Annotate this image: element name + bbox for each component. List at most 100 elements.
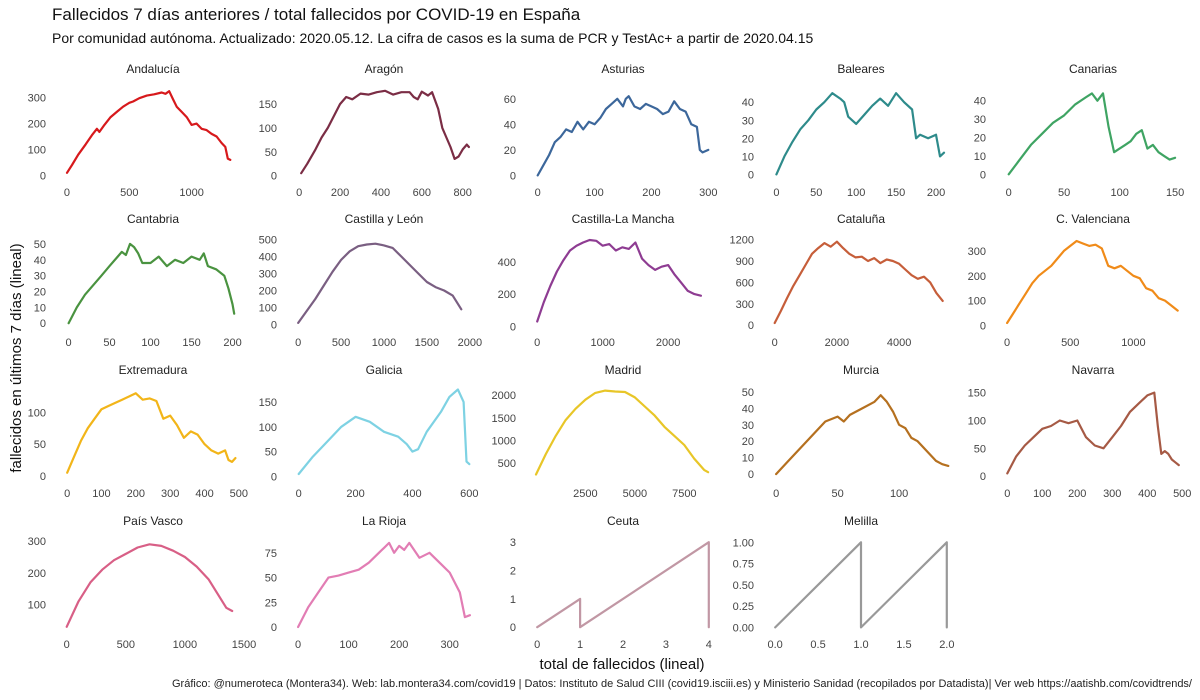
series-line-melilla	[774, 541, 948, 629]
panel-asturias: Asturias 0 100 200 300 0 20 40 60	[504, 62, 718, 199]
x-tick-label: 200	[346, 488, 364, 500]
panel-ceuta: Ceuta 0 1 2 3 4 0 1 2 3	[510, 514, 712, 651]
series-line-aragon	[300, 89, 470, 175]
panel-title: Asturias	[601, 62, 644, 76]
y-tick-label: 0	[271, 320, 277, 332]
panel-extremadura: Extremadura 0 100 200 300 400 500 0 50 100	[28, 363, 248, 500]
x-tick-label: 100	[339, 639, 357, 651]
y-tick-label: 40	[742, 97, 754, 109]
x-tick-label: 800	[454, 187, 472, 199]
x-tick-label: 0	[534, 639, 540, 651]
panel-title: Andalucía	[126, 62, 180, 76]
y-tick-label: 100	[259, 123, 277, 135]
panel-title: C. Valenciana	[1056, 212, 1130, 226]
y-tick-label: 0	[40, 170, 46, 182]
x-tick-label: 1500	[415, 337, 439, 349]
x-tick-label: 0	[65, 337, 71, 349]
series-line-castilla-la-mancha	[536, 238, 703, 323]
panel-title: Navarra	[1072, 363, 1115, 377]
y-tick-label: 40	[34, 255, 46, 267]
x-tick-label: 400	[1138, 488, 1156, 500]
x-tick-label: 500	[1061, 337, 1079, 349]
x-tick-label: 500	[230, 488, 248, 500]
x-tick-label: 300	[1103, 488, 1121, 500]
series-line-pais-vasco	[65, 543, 234, 628]
series-line-madrid	[534, 389, 710, 476]
y-tick-label: 100	[968, 415, 986, 427]
y-tick-label: 0	[40, 471, 46, 483]
y-tick-label: 300	[259, 268, 277, 280]
y-tick-label: 300	[968, 246, 986, 258]
panel-c-valenciana: C. Valenciana 0 500 1000 0 100 200 300	[968, 212, 1179, 349]
panel-andalucia: Andalucía 0 500 1000 0 100 200 300	[28, 62, 232, 199]
y-tick-label: 900	[736, 256, 754, 268]
series-line-andalucia	[65, 90, 232, 174]
x-tick-label: 0	[296, 488, 302, 500]
y-tick-label: 0	[748, 469, 754, 481]
y-tick-label: 400	[498, 257, 516, 269]
panel-aragon: Aragón 0 200 400 600 800 0 50 100 150	[259, 62, 472, 199]
y-tick-label: 1.00	[733, 537, 754, 549]
x-tick-label: 200	[127, 488, 145, 500]
x-tick-label: 100	[92, 488, 110, 500]
y-tick-label: 200	[498, 289, 516, 301]
panel-title: Galicia	[366, 363, 403, 377]
x-tick-label: 1.5	[896, 639, 911, 651]
y-tick-label: 0.75	[733, 559, 754, 571]
x-tick-label: 400	[195, 488, 213, 500]
x-tick-label: 0	[772, 337, 778, 349]
y-tick-label: 150	[968, 388, 986, 400]
y-tick-label: 40	[504, 119, 516, 131]
x-tick-label: 50	[1058, 187, 1070, 199]
y-tick-label: 300	[28, 93, 46, 105]
y-tick-label: 1200	[730, 235, 754, 247]
y-tick-label: 100	[28, 144, 46, 156]
y-tick-label: 200	[28, 568, 46, 580]
x-tick-label: 0	[1006, 187, 1012, 199]
y-tick-label: 50	[974, 443, 986, 455]
y-tick-label: 50	[265, 147, 277, 159]
y-tick-label: 50	[34, 439, 46, 451]
panel-title: Cataluña	[837, 212, 885, 226]
panel-murcia: Murcia 0 50 100 0 10 20 30 40 50	[742, 363, 950, 500]
x-axis-label: total de fallecidos (lineal)	[539, 656, 704, 673]
source-caption: Gráfico: @numeroteca (Montera34). Web: l…	[172, 678, 1192, 690]
panel-title: Canarias	[1069, 62, 1117, 76]
panel-title: Murcia	[843, 363, 879, 377]
panel-navarra: Navarra 0 100 200 300 400 500 0 50 100 150	[968, 363, 1192, 500]
y-tick-label: 40	[742, 403, 754, 415]
x-tick-label: 1000	[179, 187, 203, 199]
x-tick-label: 200	[642, 187, 660, 199]
panel-melilla: Melilla 0.0 0.5 1.0 1.5 2.0 0.00 0.25 0.50 0.75 1.…	[733, 514, 955, 651]
panel-castilla-y-leon: Castilla y León 0 500 1000 1500 2000 0 100 200 30…	[259, 212, 482, 349]
chart-subtitle: Por comunidad autónoma. Actualizado: 202…	[52, 30, 814, 46]
x-tick-label: 2500	[573, 488, 597, 500]
x-tick-label: 0	[1004, 488, 1010, 500]
y-tick-label: 50	[742, 387, 754, 399]
x-tick-label: 200	[331, 187, 349, 199]
y-tick-label: 20	[34, 287, 46, 299]
x-tick-label: 500	[117, 639, 135, 651]
y-tick-label: 30	[974, 114, 986, 126]
y-tick-label: 0.00	[733, 622, 754, 634]
panel-cataluna: Cataluña 0 2000 4000 0 300 600 900 1200	[730, 212, 944, 349]
y-tick-label: 0.25	[733, 601, 754, 613]
y-tick-label: 2	[510, 566, 516, 578]
x-tick-label: 7500	[672, 488, 696, 500]
y-tick-label: 40	[974, 96, 986, 108]
y-tick-label: 3	[510, 537, 516, 549]
y-tick-label: 200	[968, 271, 986, 283]
x-tick-label: 1500	[232, 639, 256, 651]
series-line-ceuta	[536, 541, 710, 629]
x-tick-label: 300	[699, 187, 717, 199]
x-tick-label: 4000	[887, 337, 911, 349]
x-tick-label: 100	[141, 337, 159, 349]
x-tick-label: 1000	[173, 639, 197, 651]
y-tick-label: 500	[259, 234, 277, 246]
panel-title: Ceuta	[607, 514, 639, 528]
y-tick-label: 0.50	[733, 580, 754, 592]
y-tick-label: 1500	[492, 413, 516, 425]
x-tick-label: 400	[372, 187, 390, 199]
